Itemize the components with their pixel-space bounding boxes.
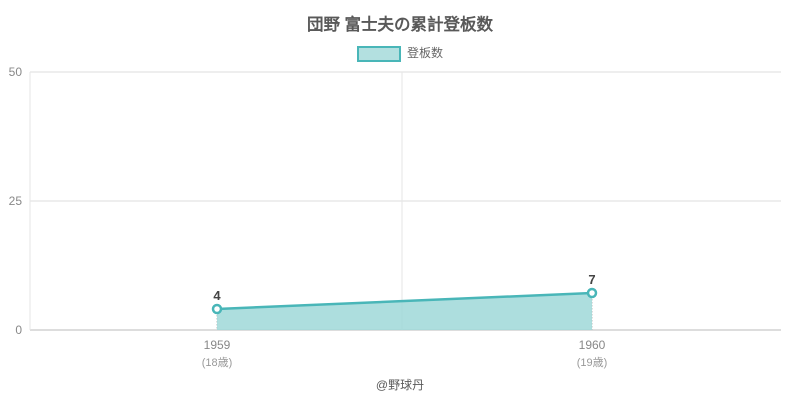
- svg-text:(19歳): (19歳): [577, 356, 608, 369]
- svg-text:0: 0: [15, 323, 22, 337]
- svg-text:1959: 1959: [204, 338, 231, 352]
- svg-text:(18歳): (18歳): [202, 356, 233, 369]
- svg-text:1960: 1960: [579, 338, 606, 352]
- svg-text:4: 4: [213, 288, 221, 303]
- svg-text:50: 50: [9, 65, 23, 79]
- svg-text:25: 25: [9, 194, 23, 208]
- svg-text:7: 7: [588, 272, 595, 287]
